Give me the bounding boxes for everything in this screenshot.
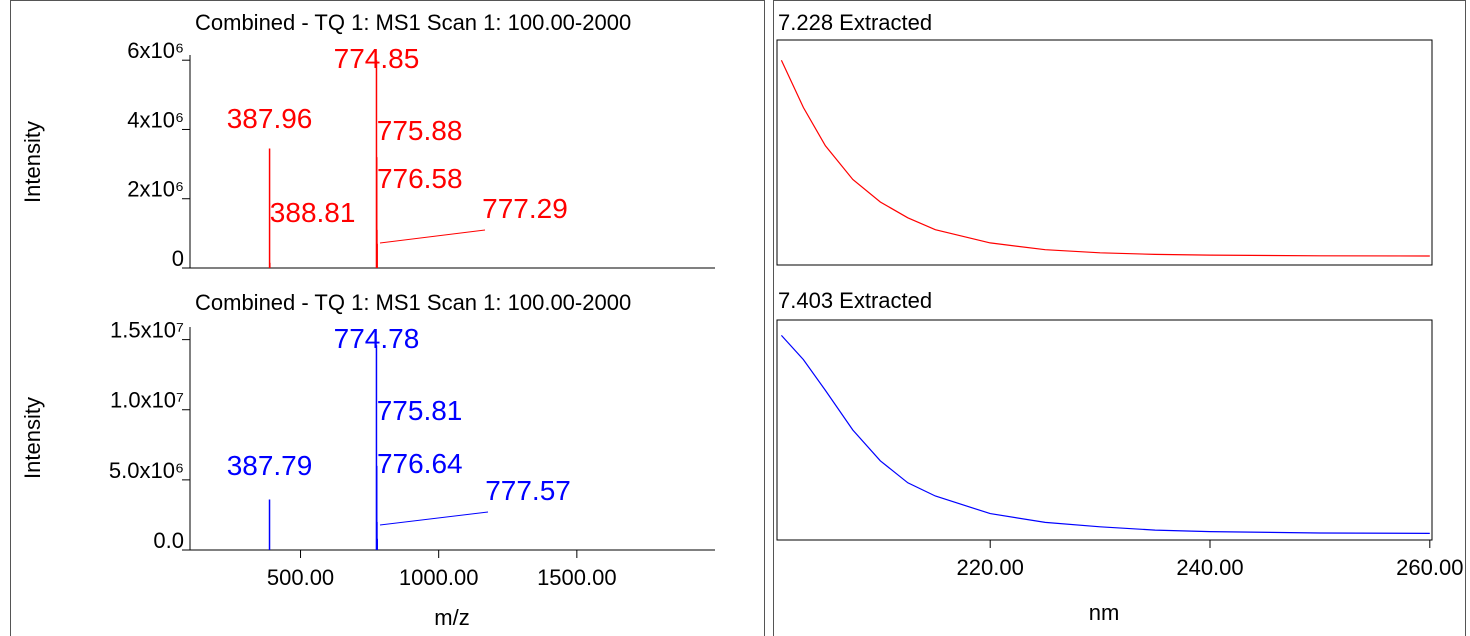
x-tick-label: 1500.00: [537, 565, 617, 590]
label-leader: [379, 229, 486, 244]
y-tick-label: 1.5x10⁷: [110, 318, 184, 343]
chart-title: Combined - TQ 1: MS1 Scan 1: 100.00-2000: [195, 290, 631, 315]
y-tick-label: 6x10⁶: [127, 38, 184, 63]
chart-title: 7.403 Extracted: [778, 288, 932, 313]
y-tick-label: 0.0: [153, 528, 184, 553]
y-tick-label: 0: [172, 246, 184, 271]
x-tick-label: 260.00: [1396, 555, 1463, 580]
y-tick-label: 1.0x10⁷: [110, 388, 184, 413]
x-tick-label: 220.00: [957, 555, 1024, 580]
peak-label: 776.58: [377, 163, 463, 194]
peak-label: 387.96: [227, 103, 313, 134]
peak-label: 387.79: [227, 450, 313, 481]
plot-frame: [776, 319, 1433, 541]
x-axis-label: m/z: [0, 0, 18, 5]
y-tick-label: 4x10⁶: [127, 107, 184, 132]
peak-label: 777.57: [485, 475, 571, 506]
left-pane: [10, 0, 765, 636]
chart-title: Combined - TQ 1: MS1 Scan 1: 100.00-2000: [195, 10, 631, 35]
peak-label: 388.81: [270, 197, 356, 228]
x-axis-label: m/z: [434, 605, 469, 630]
y-tick-label: 5.0x10⁶: [109, 458, 184, 483]
peak-label: 777.29: [482, 193, 568, 224]
y-axis-label: Intensity: [20, 121, 45, 203]
x-tick-label: 500.00: [267, 565, 334, 590]
chart-title: 7.228 Extracted: [778, 10, 932, 35]
peak-label: 775.81: [377, 395, 463, 426]
plot-frame: [776, 39, 1433, 266]
label-leader: [379, 511, 489, 526]
peak-label: 776.64: [377, 448, 463, 479]
y-axis-label: Intensity: [20, 397, 45, 479]
y-tick-label: 2x10⁶: [127, 177, 184, 202]
peak-label: 774.85: [334, 43, 420, 74]
spectrum-curve: [780, 334, 1430, 534]
right-pane: [773, 0, 1466, 636]
x-tick-label: 1000.00: [399, 565, 479, 590]
spectrum-curve: [780, 60, 1430, 257]
x-tick-label: 240.00: [1176, 555, 1243, 580]
peak-label: 774.78: [334, 323, 420, 354]
peak-label: 775.88: [377, 115, 463, 146]
x-axis-label: nm: [1089, 600, 1120, 625]
